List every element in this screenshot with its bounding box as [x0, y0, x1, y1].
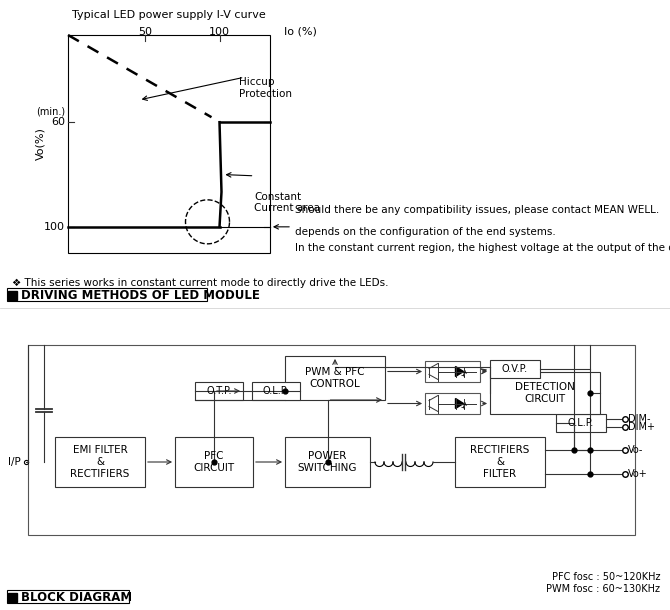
- Bar: [8, 593, 17, 602]
- Bar: [195, 382, 243, 400]
- Text: Vo+: Vo+: [628, 469, 648, 479]
- Bar: [8, 291, 17, 300]
- Bar: [455, 437, 545, 487]
- Text: O.T.P.: O.T.P.: [206, 386, 232, 396]
- Text: Should there be any compatibility issues, please contact MEAN WELL.: Should there be any compatibility issues…: [295, 205, 659, 215]
- Text: Hiccup
Protection: Hiccup Protection: [239, 77, 293, 99]
- Text: BLOCK DIAGRAM: BLOCK DIAGRAM: [21, 591, 132, 604]
- Text: Vo-: Vo-: [628, 445, 643, 455]
- Text: 60: 60: [51, 117, 65, 127]
- Text: PWM & PFC
CONTROL: PWM & PFC CONTROL: [306, 367, 364, 389]
- Bar: [68, 35, 270, 253]
- Text: O.V.P.: O.V.P.: [502, 364, 528, 374]
- Text: 100: 100: [209, 27, 230, 37]
- Bar: [285, 437, 370, 487]
- Text: DETECTION
CIRCUIT: DETECTION CIRCUIT: [515, 382, 575, 404]
- Bar: [28, 345, 635, 535]
- Text: PFC
CIRCUIT: PFC CIRCUIT: [194, 451, 234, 473]
- Text: 100: 100: [44, 222, 65, 232]
- Text: depends on the configuration of the end systems.: depends on the configuration of the end …: [295, 227, 555, 237]
- Polygon shape: [456, 398, 464, 409]
- Text: RECTIFIERS
&
FILTER: RECTIFIERS & FILTER: [470, 445, 530, 479]
- Text: In the constant current region, the highest voltage at the output of the driver: In the constant current region, the high…: [295, 243, 670, 253]
- Text: Constant
Current area: Constant Current area: [255, 192, 320, 213]
- Polygon shape: [456, 367, 464, 376]
- Text: ❖ This series works in constant current mode to directly drive the LEDs.: ❖ This series works in constant current …: [12, 278, 389, 288]
- Text: DIM-: DIM-: [628, 414, 651, 424]
- Bar: [175, 437, 253, 487]
- Bar: [556, 414, 606, 432]
- Text: (min.): (min.): [36, 106, 65, 116]
- Text: Typical LED power supply I-V curve: Typical LED power supply I-V curve: [72, 10, 266, 20]
- Text: 50: 50: [138, 27, 152, 37]
- Text: I/P: I/P: [8, 457, 21, 467]
- Text: DIM+: DIM+: [628, 422, 655, 432]
- Text: Vo(%): Vo(%): [35, 127, 45, 160]
- Text: DRIVING METHODS OF LED MODULE: DRIVING METHODS OF LED MODULE: [21, 289, 260, 302]
- Text: Io (%): Io (%): [283, 27, 316, 37]
- Bar: [7, 590, 129, 603]
- Bar: [252, 382, 300, 400]
- Bar: [490, 372, 600, 414]
- Text: O.L.P.: O.L.P.: [568, 418, 594, 428]
- Bar: [55, 437, 145, 487]
- Text: O.L.P.: O.L.P.: [263, 386, 289, 396]
- Bar: [425, 393, 480, 414]
- Bar: [425, 361, 480, 382]
- Bar: [490, 360, 540, 378]
- Text: PFC fosc : 50~120KHz
PWM fosc : 60~130KHz: PFC fosc : 50~120KHz PWM fosc : 60~130KH…: [546, 572, 660, 594]
- Text: EMI FILTER
&
RECTIFIERS: EMI FILTER & RECTIFIERS: [70, 445, 130, 479]
- Text: POWER
SWITCHING: POWER SWITCHING: [297, 451, 357, 473]
- Bar: [285, 356, 385, 400]
- Bar: [7, 288, 207, 301]
